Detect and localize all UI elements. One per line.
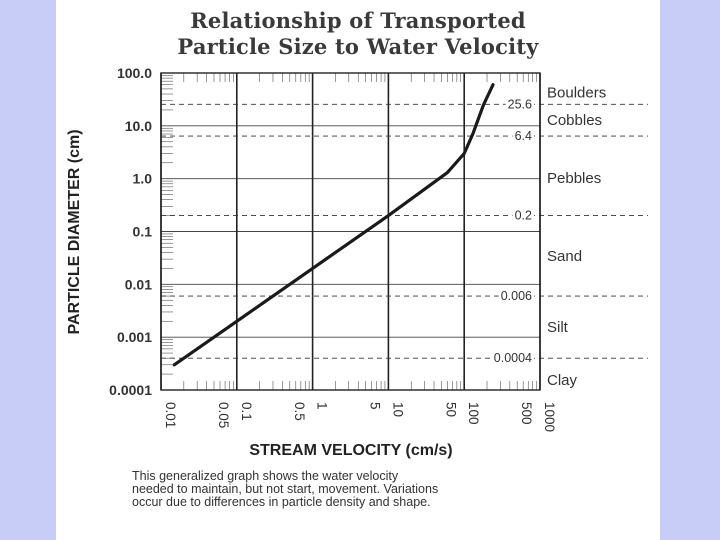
threshold-label: 6.4 (515, 129, 532, 143)
threshold-label: 0.0004 (494, 351, 532, 365)
y-tick-labels: 0.0001 0.001 0.01 0.1 1.0 10.0 100.0 (109, 65, 152, 398)
threshold-label-bg (498, 289, 535, 304)
size-class-labels: Boulders Cobbles Pebbles Sand Silt Clay (547, 84, 606, 389)
y-tick-label: 0.01 (125, 276, 152, 292)
threshold-label: 0.2 (515, 209, 532, 223)
caption: This generalized graph shows the water v… (132, 470, 592, 509)
threshold-label: 25.6 (508, 97, 532, 111)
plot-area (160, 72, 541, 391)
threshold-label-bg (512, 208, 535, 223)
x-tick-label: 0.05 (216, 402, 231, 428)
size-class-label: Boulders (547, 84, 606, 101)
caption-line: This generalized graph shows the water v… (132, 469, 399, 483)
threshold-label: 0.006 (501, 289, 532, 303)
caption-line: needed to maintain, but not start, movem… (132, 482, 439, 496)
class-thresholds: 25.6 6.4 0.2 0.006 0.0004 (161, 97, 648, 366)
y-tick-label: 10.0 (125, 118, 152, 134)
caption-line: occur due to differences in particle den… (132, 495, 431, 509)
threshold-label-bg (505, 97, 535, 112)
series-line (172, 83, 495, 367)
y-tick-label: 1.0 (133, 171, 153, 187)
size-class-label: Sand (547, 248, 582, 265)
x-axis-label: STREAM VELOCITY (cm/s) (249, 442, 452, 459)
x-tick-label: 0.1 (239, 402, 254, 421)
x-tick-label: 50 (443, 402, 458, 417)
chart-subtitle: Particle Size to Water Velocity (177, 34, 539, 59)
x-tick-label: 1 (315, 402, 330, 410)
x-tick-label: 500 (519, 402, 534, 425)
grid (160, 72, 541, 391)
y-tick-label: 0.001 (117, 329, 152, 345)
x-tick-label: 0.01 (163, 402, 178, 428)
x-tick-label: 0.5 (292, 402, 307, 421)
series (172, 83, 495, 367)
plot-frame (160, 72, 541, 391)
y-axis-label: PARTICLE DIAMETER (cm) (66, 129, 83, 334)
chart-title: Relationship of Transported (190, 8, 526, 33)
x-tick-labels: 0.01 0.05 0.1 0.5 1 5 10 50 100 500 1000 (163, 402, 557, 432)
threshold-label-bg (512, 129, 535, 144)
x-tick-label: 1000 (542, 402, 557, 432)
size-class-label: Silt (547, 319, 569, 336)
y-tick-label: 100.0 (117, 65, 152, 81)
size-class-label: Clay (547, 372, 578, 389)
size-class-label: Pebbles (547, 170, 601, 187)
content-panel (56, 0, 660, 540)
threshold-label-bg (491, 351, 535, 366)
x-tick-label: 100 (466, 402, 481, 425)
size-class-label: Cobbles (547, 112, 602, 129)
y-tick-label: 0.0001 (109, 382, 152, 398)
x-tick-label: 10 (390, 402, 405, 417)
y-tick-label: 0.1 (133, 224, 153, 240)
x-tick-label: 5 (368, 402, 383, 410)
